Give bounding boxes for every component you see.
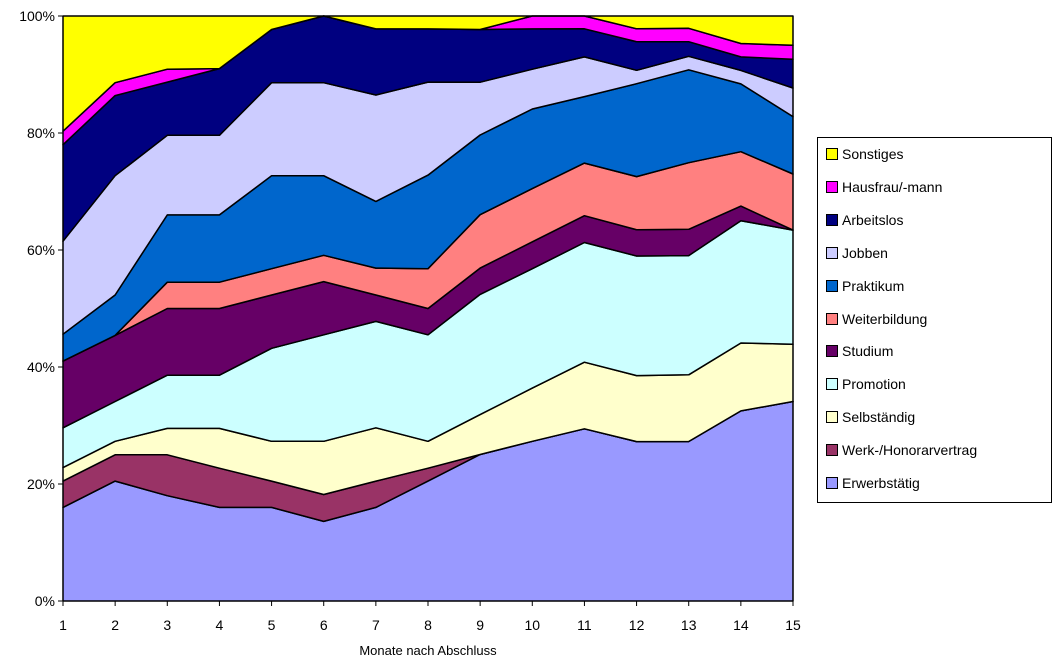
x-tick-label: 2 bbox=[111, 617, 119, 633]
x-tick-label: 10 bbox=[524, 617, 540, 633]
legend-item: Weiterbildung bbox=[826, 309, 927, 329]
legend-item: Werk-/Honorarvertrag bbox=[826, 440, 977, 460]
legend-item: Erwerbstätig bbox=[826, 473, 920, 493]
legend-label: Hausfrau/-mann bbox=[842, 178, 943, 195]
x-tick-label: 15 bbox=[785, 617, 801, 633]
legend-label: Werk-/Honorarvertrag bbox=[842, 442, 978, 459]
legend: Sonstiges Hausfrau/-mann Arbeitslos Jobben P… bbox=[817, 137, 1052, 503]
series-areas bbox=[62, 15, 794, 602]
legend-label: Jobben bbox=[842, 244, 888, 261]
legend-label: Weiterbildung bbox=[842, 310, 928, 327]
x-tick-labels: 1 2 3 4 5 6 7 8 9 10 11 12 13 14 15 bbox=[59, 617, 801, 633]
x-tick-label: 6 bbox=[320, 617, 328, 633]
y-tick-label: 100% bbox=[19, 8, 55, 24]
legend-swatch bbox=[826, 246, 838, 259]
legend-swatch bbox=[826, 312, 838, 325]
x-tick-label: 13 bbox=[681, 617, 697, 633]
x-tick-label: 14 bbox=[733, 617, 749, 633]
legend-label: Selbständig bbox=[842, 409, 916, 426]
axes bbox=[58, 15, 794, 606]
legend-swatch bbox=[826, 279, 838, 292]
legend-swatch bbox=[826, 378, 838, 391]
legend-label: Sonstiges bbox=[842, 146, 904, 162]
legend-item: Selbständig bbox=[826, 407, 915, 427]
x-tick-label: 3 bbox=[163, 617, 171, 633]
x-tick-label: 9 bbox=[476, 617, 484, 633]
y-tick-label: 40% bbox=[27, 359, 55, 375]
y-tick-label: 60% bbox=[27, 242, 55, 258]
legend-item: Hausfrau/-mann bbox=[826, 177, 942, 197]
x-tick-label: 8 bbox=[424, 617, 432, 633]
legend-swatch bbox=[826, 148, 838, 160]
legend-item: Promotion bbox=[826, 374, 906, 394]
legend-swatch bbox=[826, 411, 838, 424]
legend-label: Studium bbox=[842, 343, 894, 360]
legend-item: Sonstiges bbox=[826, 144, 903, 164]
legend-item: Jobben bbox=[826, 243, 888, 263]
y-tick-labels: 0% 20% 40% 60% 80% 100% bbox=[19, 8, 55, 609]
x-axis-title: Monate nach Abschluss bbox=[359, 643, 497, 658]
legend-swatch bbox=[826, 180, 838, 193]
legend-item: Arbeitslos bbox=[826, 210, 903, 230]
x-tick-label: 4 bbox=[216, 617, 224, 633]
y-tick-label: 0% bbox=[35, 593, 55, 609]
y-tick-label: 20% bbox=[27, 476, 55, 492]
legend-label: Erwerbstätig bbox=[842, 475, 920, 491]
x-tick-label: 1 bbox=[59, 617, 67, 633]
legend-label: Praktikum bbox=[842, 277, 905, 294]
x-tick-label: 12 bbox=[629, 617, 645, 633]
y-tick-label: 80% bbox=[27, 125, 55, 141]
legend-label: Arbeitslos bbox=[842, 211, 904, 228]
legend-item: Praktikum bbox=[826, 276, 904, 296]
legend-swatch bbox=[826, 345, 838, 358]
x-tick-label: 11 bbox=[577, 617, 592, 633]
legend-swatch bbox=[826, 477, 838, 489]
legend-swatch bbox=[826, 213, 838, 226]
x-tick-label: 5 bbox=[268, 617, 276, 633]
x-tick-label: 7 bbox=[372, 617, 380, 633]
legend-swatch bbox=[826, 444, 838, 457]
legend-label: Promotion bbox=[842, 376, 906, 393]
legend-item: Studium bbox=[826, 341, 893, 361]
